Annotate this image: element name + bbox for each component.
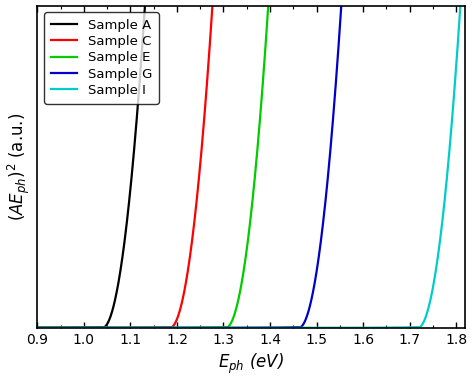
Sample E xyxy=(35,325,40,330)
Line: Sample I: Sample I xyxy=(37,0,465,328)
Sample G xyxy=(296,325,302,330)
Sample I xyxy=(354,325,360,330)
Sample I xyxy=(112,325,118,330)
Line: Sample C: Sample C xyxy=(37,0,465,328)
Sample C xyxy=(35,325,40,330)
Sample A xyxy=(112,297,118,301)
Line: Sample E: Sample E xyxy=(37,0,465,328)
Sample G xyxy=(35,325,40,330)
Sample E xyxy=(198,325,204,330)
Sample C xyxy=(167,325,173,330)
Sample G xyxy=(313,274,319,278)
Sample G xyxy=(112,325,118,330)
Sample A xyxy=(35,325,40,330)
X-axis label: $E_{ph}$ (eV): $E_{ph}$ (eV) xyxy=(219,352,284,376)
Sample C xyxy=(198,154,204,158)
Sample C xyxy=(112,325,118,330)
Sample G xyxy=(291,325,297,330)
Sample I xyxy=(313,325,319,330)
Sample G xyxy=(198,325,204,330)
Sample I xyxy=(291,325,297,330)
Sample E xyxy=(112,325,118,330)
Sample I xyxy=(198,325,204,330)
Y-axis label: $(AE_{ph})^2$ (a.u.): $(AE_{ph})^2$ (a.u.) xyxy=(6,113,32,221)
Sample A xyxy=(100,325,105,330)
Sample I xyxy=(386,325,392,330)
Line: Sample A: Sample A xyxy=(37,0,465,328)
Legend: Sample A, Sample C, Sample E, Sample G, Sample I: Sample A, Sample C, Sample E, Sample G, … xyxy=(44,12,158,104)
Line: Sample G: Sample G xyxy=(37,0,465,328)
Sample I xyxy=(35,325,40,330)
Sample E xyxy=(223,325,228,330)
